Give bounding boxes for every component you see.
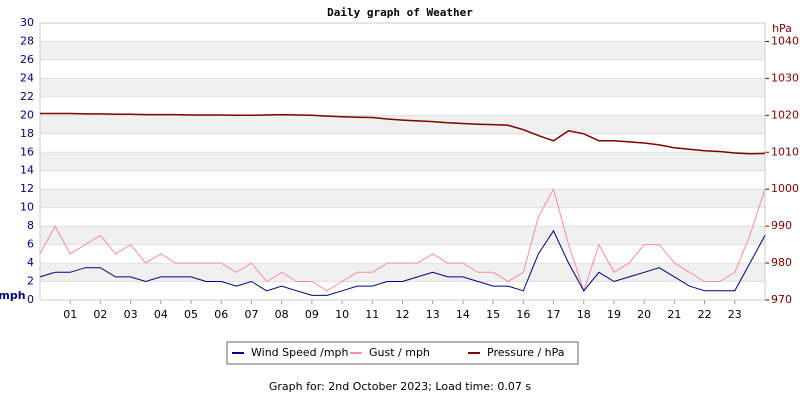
y-tick-label: 24: [20, 71, 34, 84]
y-tick-label: 0: [27, 293, 34, 306]
x-tick-label: 07: [244, 308, 258, 321]
x-tick-label: 14: [456, 308, 470, 321]
series-line: [40, 112, 766, 155]
y-tick-label: 30: [20, 16, 34, 29]
y-tick-label: 26: [20, 53, 34, 66]
grid-band: [40, 281, 765, 300]
y-tick-label: 14: [20, 164, 34, 177]
grid-band: [40, 23, 765, 42]
x-tick-label: 21: [667, 308, 681, 321]
x-tick-label: 10: [335, 308, 349, 321]
y-tick-label: 10: [20, 201, 34, 214]
y-tick-label: 22: [20, 90, 34, 103]
y2-tick-label: 1030: [771, 71, 799, 84]
grid-band: [40, 133, 765, 153]
legend-box: [226, 341, 579, 365]
y-tick-label: 28: [20, 34, 34, 47]
y-tick-label: 2: [27, 275, 34, 288]
x-tick-label: 22: [698, 308, 712, 321]
grid-band: [40, 244, 765, 264]
y-tick-label: 16: [20, 145, 34, 158]
grid-band: [40, 152, 765, 171]
grid-band: [40, 115, 765, 134]
y-tick-label: 6: [27, 238, 34, 251]
y2-tick-label: 1010: [771, 145, 799, 158]
y2-tick-label: 970: [771, 293, 792, 306]
y2-tick-label: 1020: [771, 108, 799, 121]
y2-tick-label: 980: [771, 256, 792, 269]
caption: Graph for: 2nd October 2023; Load time: …: [269, 380, 531, 393]
plot-frame: [39, 22, 766, 301]
grid-band: [40, 226, 765, 245]
x-tick-label: 05: [184, 308, 198, 321]
x-tick-label: 04: [154, 308, 168, 321]
legend-label: Wind Speed /mph: [251, 346, 349, 359]
y-tick-label: 4: [27, 256, 34, 269]
grid-band: [40, 263, 765, 282]
y2-tick-label: 990: [771, 219, 792, 232]
y-axis-label: mph: [0, 289, 26, 302]
x-tick-label: 20: [637, 308, 651, 321]
x-tick-label: 09: [305, 308, 319, 321]
grid-band: [40, 189, 765, 208]
x-tick-label: 15: [486, 308, 500, 321]
y-tick-label: 8: [27, 219, 34, 232]
x-tick-label: 23: [728, 308, 742, 321]
legend-label: Gust / mph: [369, 346, 430, 359]
y2-tick-label: 1000: [771, 182, 799, 195]
legend-label: Pressure / hPa: [487, 346, 565, 359]
x-tick-label: 02: [93, 308, 107, 321]
grid-band: [40, 207, 765, 227]
x-tick-label: 03: [124, 308, 138, 321]
grid-band: [40, 78, 765, 97]
y2-tick-label: 1040: [771, 34, 799, 47]
grid-band: [40, 96, 765, 116]
y-tick-label: 12: [20, 182, 34, 195]
y-tick-label: 18: [20, 127, 34, 140]
series-line: [39, 229, 766, 296]
x-tick-label: 06: [214, 308, 228, 321]
x-tick-label: 11: [365, 308, 379, 321]
x-tick-label: 16: [516, 308, 530, 321]
x-tick-label: 17: [547, 308, 561, 321]
grid-band: [40, 59, 765, 79]
grid-band: [40, 41, 765, 60]
x-tick-label: 19: [607, 308, 621, 321]
x-tick-label: 01: [63, 308, 77, 321]
chart-title: Daily graph of Weather: [327, 6, 473, 19]
x-tick-label: 13: [426, 308, 440, 321]
x-tick-label: 12: [396, 308, 410, 321]
grid-band: [40, 170, 765, 190]
x-tick-label: 08: [275, 308, 289, 321]
series-line: [39, 187, 766, 293]
y-tick-label: 20: [20, 108, 34, 121]
y2-axis-label: hPa: [772, 22, 792, 35]
x-tick-label: 18: [577, 308, 591, 321]
